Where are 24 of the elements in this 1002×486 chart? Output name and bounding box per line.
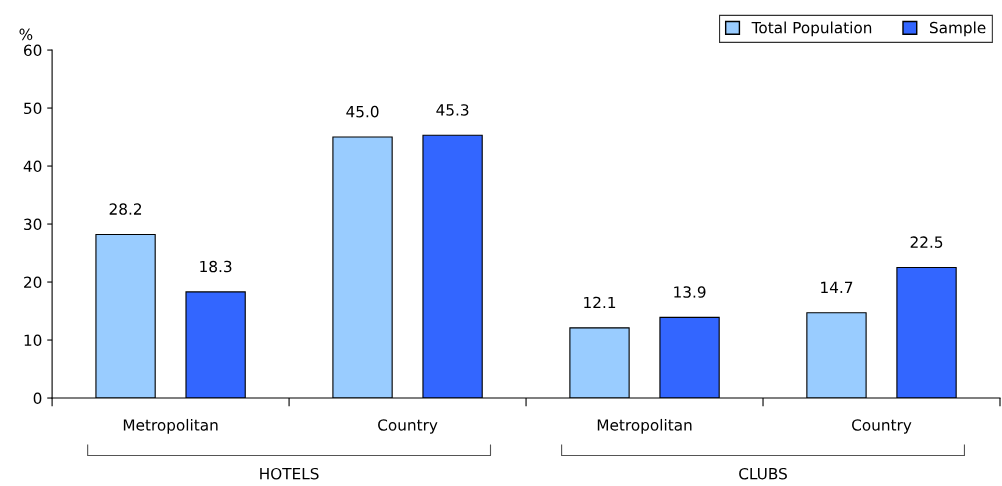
text: 22.5 (910, 236, 943, 248)
x-tick-label: Metropolitan (597, 418, 692, 434)
y-tick-label: 20 (24, 276, 42, 289)
legend-label: Total Population (751, 21, 872, 37)
y-tick-label: 60 (24, 44, 42, 57)
x-tick-label: Country (378, 419, 438, 434)
text: 28.2 (109, 203, 142, 215)
x-tick-label: Metropolitan (123, 418, 218, 434)
text: 14.7 (821, 281, 853, 293)
y-tick-label: 40 (23, 160, 42, 173)
text: 18.3 (200, 260, 232, 273)
text: 12.1 (584, 296, 616, 309)
text: 13.9 (674, 286, 706, 298)
y-tick-label: 50 (24, 102, 42, 115)
y-tick-label: 30 (24, 218, 42, 231)
legend-label: Sample (929, 21, 986, 37)
text: 45.0 (346, 105, 379, 118)
y-tick-label: 0 (33, 392, 42, 405)
y-tick-label: 10 (24, 334, 42, 347)
y-axis-title: % (19, 28, 33, 41)
text: CLUBS (739, 467, 787, 480)
text: HOTELS (260, 467, 319, 480)
text: 45.3 (436, 104, 469, 116)
x-tick-label: Country (852, 419, 912, 434)
